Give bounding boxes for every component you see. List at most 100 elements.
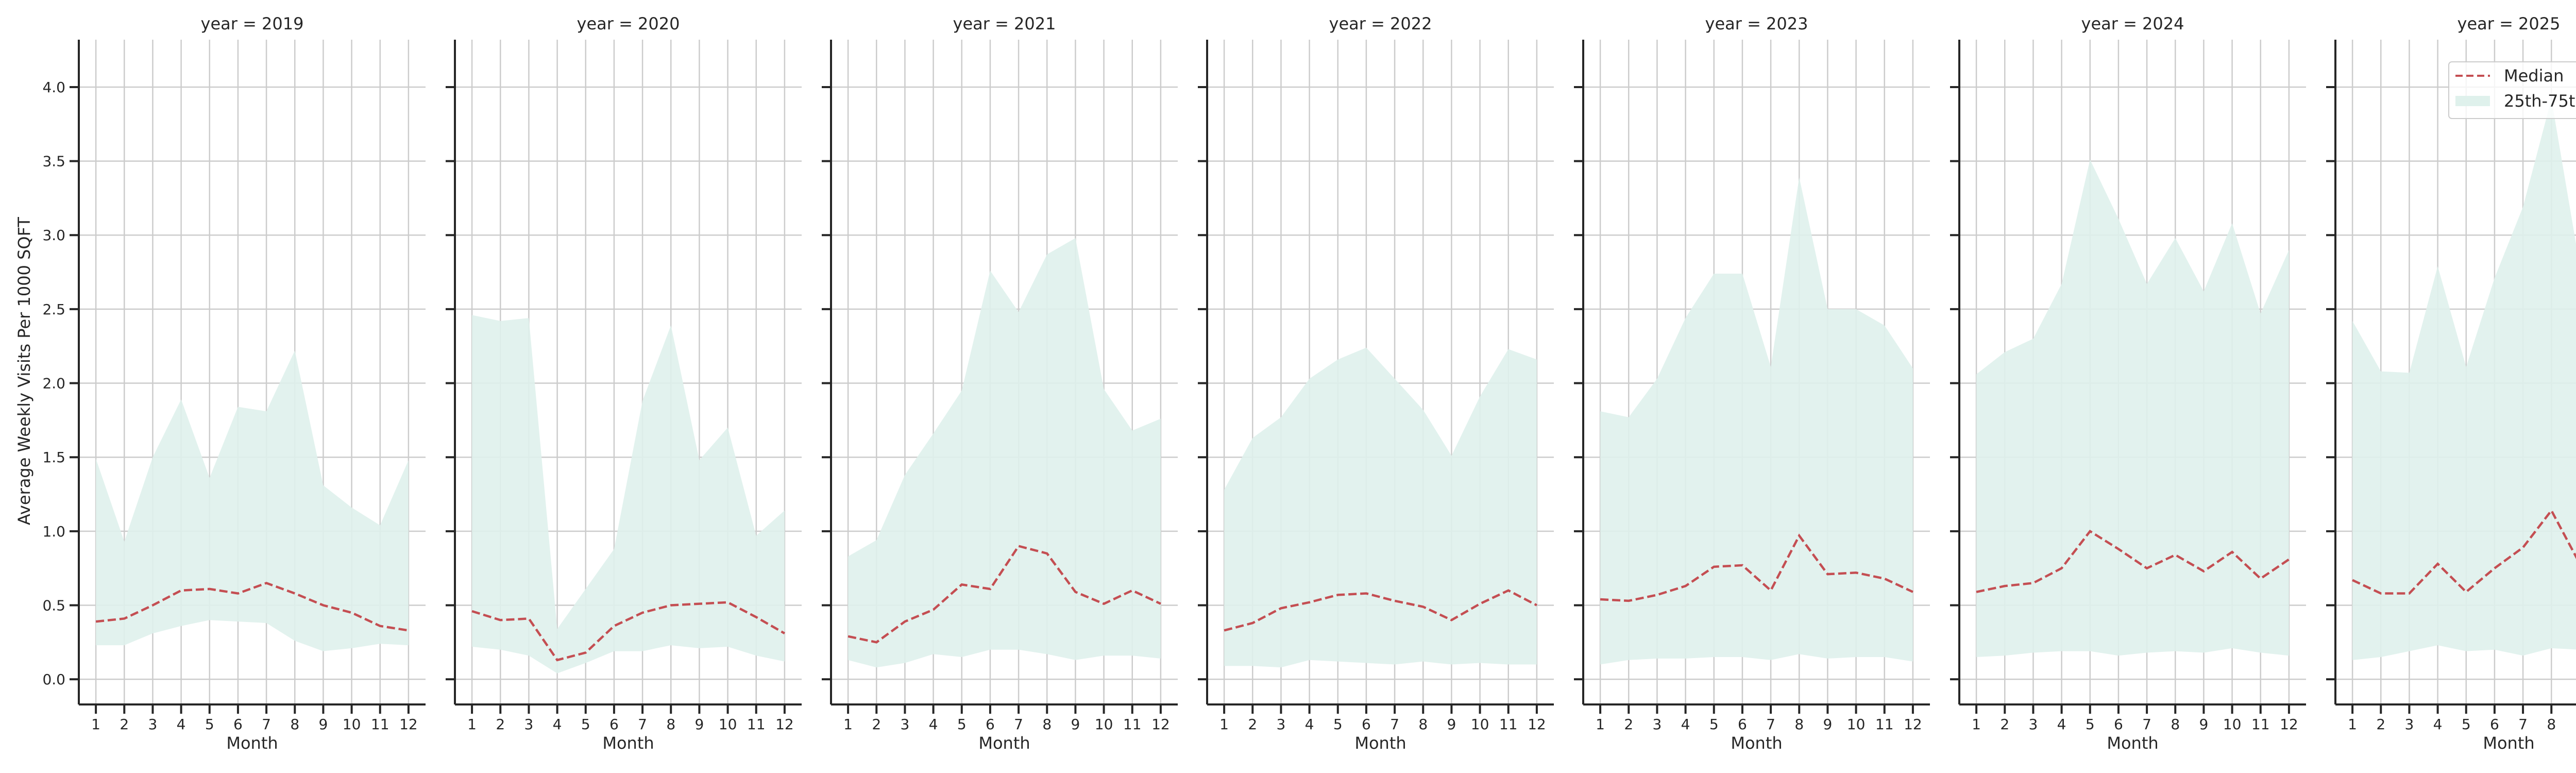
x-tick-label: 9 [2199, 716, 2208, 733]
x-tick-label: 7 [262, 716, 271, 733]
x-tick-label: 1 [467, 716, 477, 733]
median-line [2352, 508, 2576, 595]
x-tick-label: 11 [371, 716, 389, 733]
y-axis-label: Average Weekly Visits Per 1000 SQFT [14, 217, 34, 525]
x-tick-label: 4 [1681, 716, 1690, 733]
panel-title: year = 2022 [1329, 14, 1432, 33]
legend-band-swatch [2455, 96, 2490, 106]
median-line [95, 582, 409, 632]
x-tick-label: 3 [148, 716, 158, 733]
x-tick-label: 10 [1095, 716, 1113, 733]
percentile-band [1600, 177, 1913, 665]
median-line [1600, 533, 1913, 602]
x-tick-label: 6 [609, 716, 619, 733]
y-tick-label: 4.0 [42, 79, 65, 96]
x-tick-label: 7 [1014, 716, 1023, 733]
x-tick-label: 10 [2223, 716, 2242, 733]
x-tick-label: 6 [233, 716, 243, 733]
x-tick-label: 5 [581, 716, 590, 733]
x-tick-label: 2 [2000, 716, 2009, 733]
x-tick-label: 1 [843, 716, 853, 733]
x-tick-label: 4 [1305, 716, 1314, 733]
x-tick-label: 8 [666, 716, 675, 733]
percentile-band [472, 315, 785, 674]
panel-title: year = 2023 [1705, 14, 1808, 33]
legend-median-label: Median [2504, 66, 2564, 86]
x-axis-label: Month [1354, 733, 1406, 753]
x-tick-label: 9 [2575, 716, 2576, 733]
x-tick-label: 2 [496, 716, 505, 733]
x-tick-label: 5 [2086, 716, 2095, 733]
x-tick-label: 1 [2348, 716, 2357, 733]
x-tick-label: 6 [2114, 716, 2123, 733]
x-tick-label: 1 [1219, 716, 1229, 733]
x-tick-label: 12 [1151, 716, 1170, 733]
x-tick-label: 7 [1390, 716, 1399, 733]
median-line [471, 601, 786, 662]
median-line [1976, 529, 2290, 593]
x-tick-label: 9 [1071, 716, 1080, 733]
y-tick-label: 3.5 [42, 153, 65, 170]
median-line [848, 544, 1161, 644]
x-tick-label: 9 [1823, 716, 1832, 733]
panel-title: year = 2021 [953, 14, 1056, 33]
x-tick-label: 5 [957, 716, 967, 733]
x-tick-label: 4 [553, 716, 562, 733]
x-axis-label: Month [602, 733, 654, 753]
x-tick-label: 5 [1333, 716, 1343, 733]
legend: Median 25th-75th Percentile [2448, 61, 2576, 119]
x-tick-label: 7 [2518, 716, 2528, 733]
x-tick-label: 1 [1596, 716, 1605, 733]
panel-title: year = 2019 [201, 14, 304, 33]
x-tick-label: 5 [1709, 716, 1719, 733]
x-tick-label: 5 [205, 716, 214, 733]
panel-2019: 0.00.51.01.52.02.53.03.54.01 2 3 4 5 6 7 8 9 10 11… [42, 14, 426, 753]
x-tick-label: 6 [1738, 716, 1747, 733]
percentile-band [96, 350, 409, 651]
y-tick-label: 0.5 [42, 597, 65, 614]
x-tick-label: 6 [1362, 716, 1371, 733]
x-tick-label: 1 [91, 716, 100, 733]
x-tick-label: 7 [2142, 716, 2151, 733]
x-tick-label: 2 [1624, 716, 1633, 733]
x-tick-label: 8 [290, 716, 299, 733]
x-tick-label: 9 [1447, 716, 1456, 733]
x-tick-label: 10 [719, 716, 737, 733]
x-tick-label: 12 [1904, 716, 1922, 733]
x-tick-label: 1 [1972, 716, 1981, 733]
y-tick-label: 2.5 [42, 301, 65, 318]
x-tick-label: 2 [2376, 716, 2385, 733]
x-axis-label: Month [1731, 733, 1782, 753]
x-tick-label: 12 [775, 716, 794, 733]
x-tick-label: 4 [2057, 716, 2066, 733]
panel-title: year = 2024 [2081, 14, 2184, 33]
x-axis-label: Month [226, 733, 278, 753]
legend-band-label: 25th-75th Percentile [2504, 91, 2576, 111]
x-tick-label: 7 [1766, 716, 1775, 733]
x-tick-label: 5 [2462, 716, 2471, 733]
x-tick-label: 12 [2280, 716, 2298, 733]
x-tick-label: 8 [1794, 716, 1804, 733]
x-tick-label: 10 [1471, 716, 1489, 733]
x-tick-label: 10 [343, 716, 361, 733]
x-tick-label: 7 [638, 716, 647, 733]
x-tick-label: 3 [901, 716, 910, 733]
x-tick-label: 3 [2405, 716, 2414, 733]
x-tick-label: 9 [694, 716, 704, 733]
x-tick-label: 3 [2029, 716, 2038, 733]
x-tick-label: 12 [399, 716, 418, 733]
panel-title: year = 2025 [2458, 14, 2561, 33]
panels: 0.00.51.01.52.02.53.03.54.01 2 3 4 5 6 7 8 9 10 11… [42, 14, 2576, 753]
x-tick-label: 6 [986, 716, 995, 733]
x-tick-label: 10 [1847, 716, 1866, 733]
percentile-band [1224, 347, 1537, 668]
x-tick-label: 2 [872, 716, 881, 733]
x-tick-label: 8 [2547, 716, 2556, 733]
x-tick-label: 11 [1875, 716, 1894, 733]
x-axis-label: Month [2483, 733, 2534, 753]
